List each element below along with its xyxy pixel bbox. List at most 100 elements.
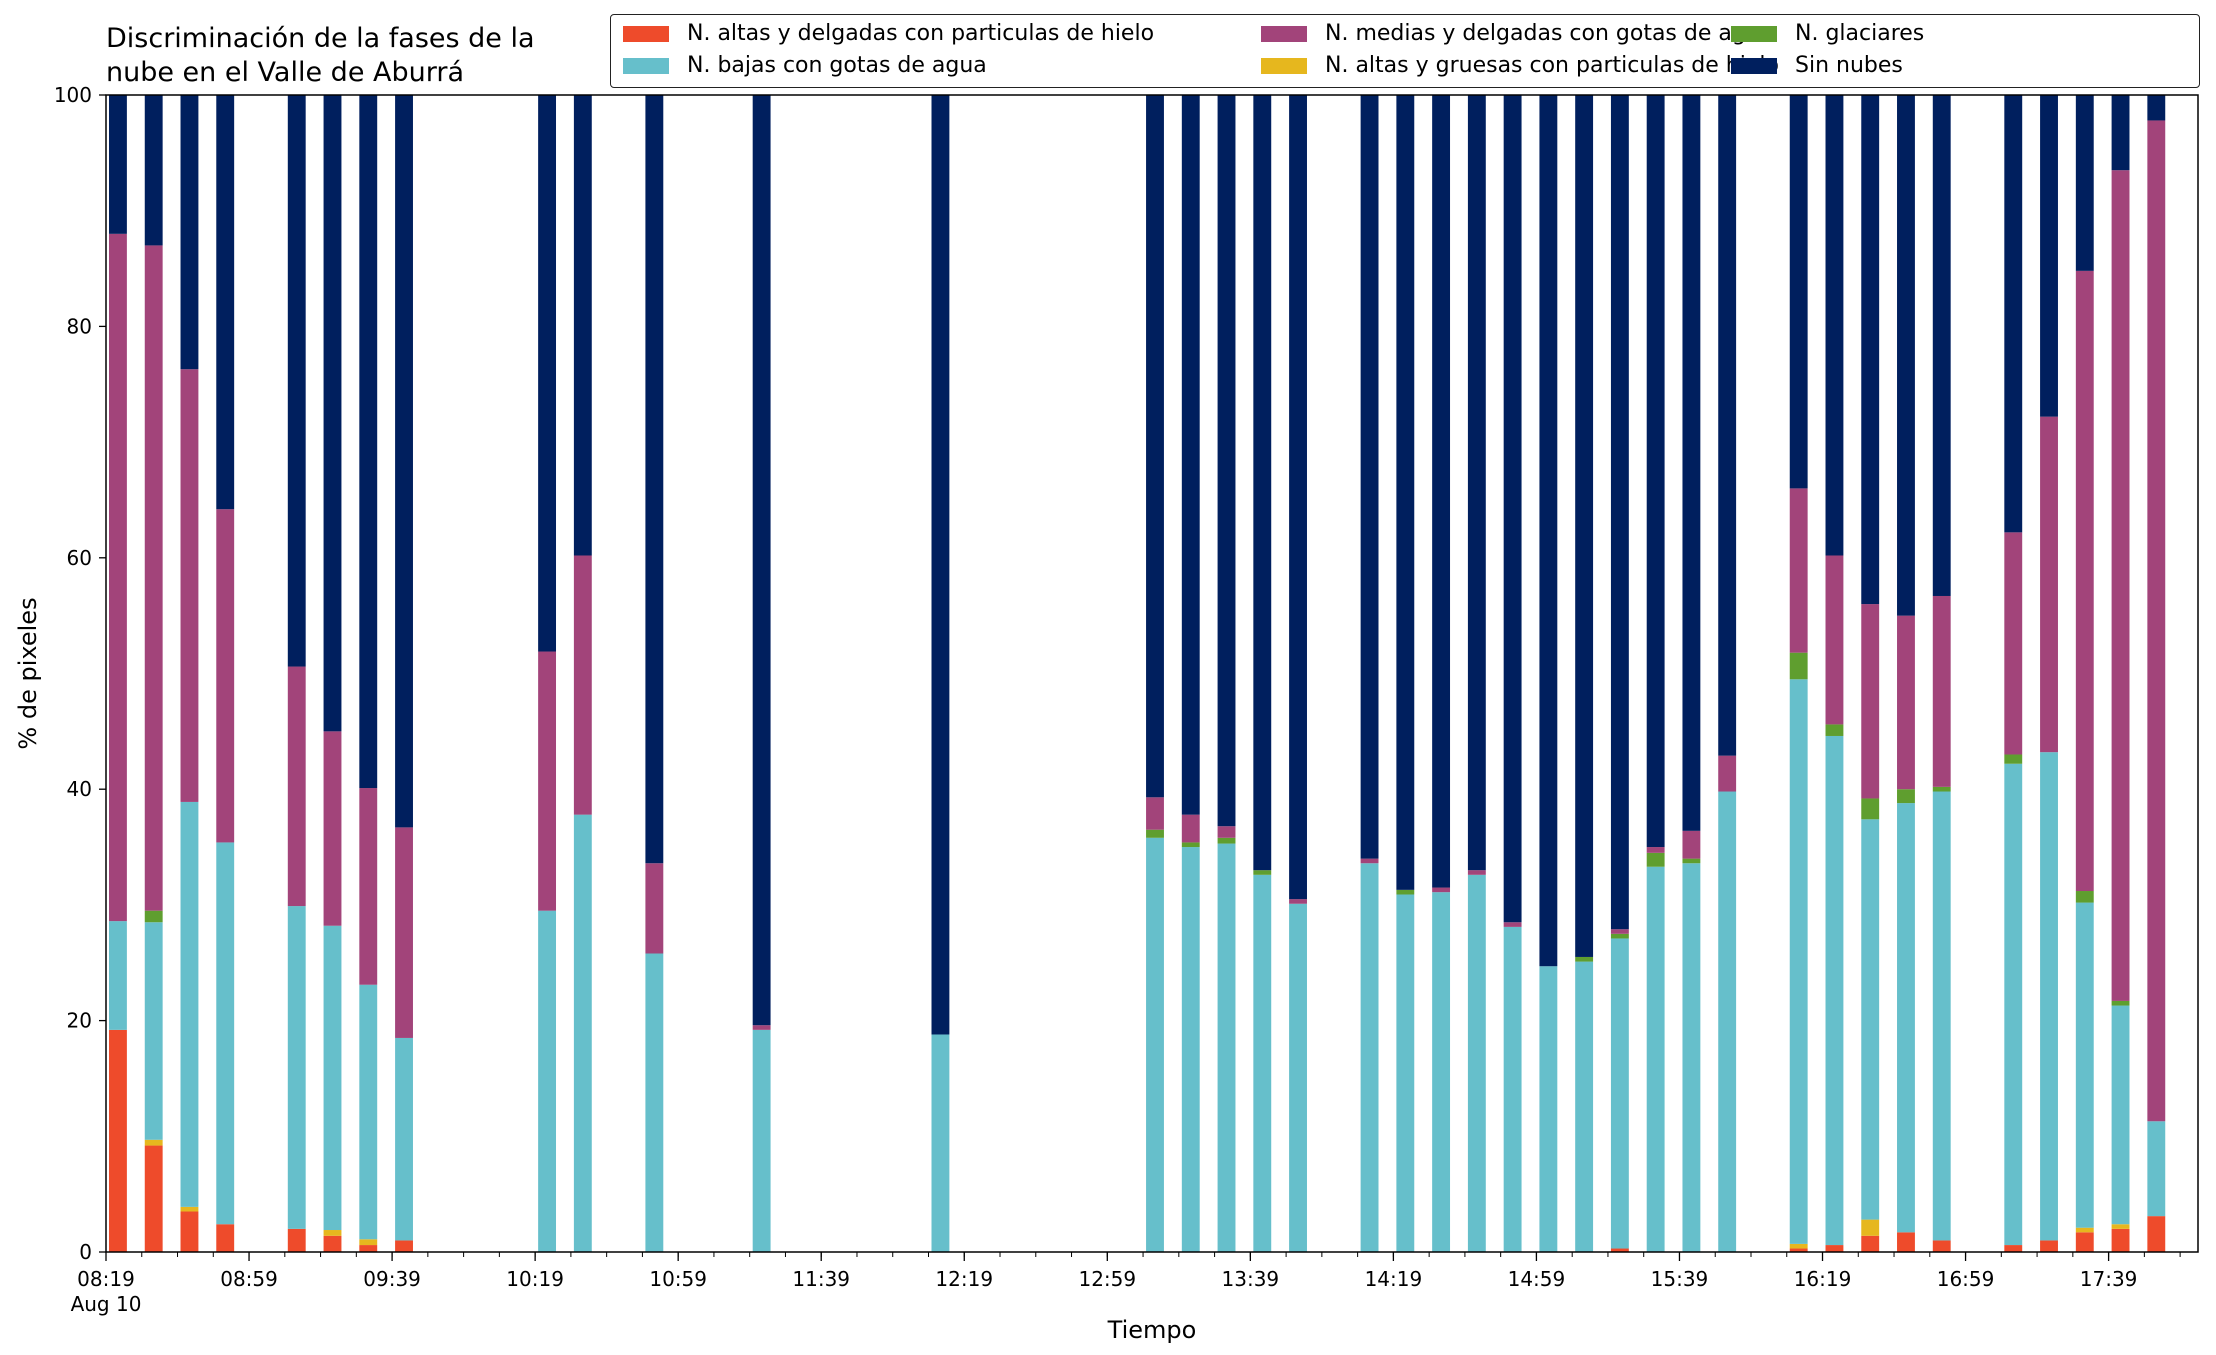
legend-label-3: N. glaciares — [1795, 21, 1925, 46]
bar-segment-26-series-2 — [1646, 866, 1665, 1252]
bar-segment-25-series-3 — [1610, 933, 1629, 939]
bar-segment-37-series-0 — [2111, 1228, 2130, 1252]
bar-segment-25-series-2 — [1610, 938, 1629, 1249]
bar-segment-6-series-1 — [359, 1239, 378, 1246]
bar-segment-29-series-5 — [1789, 95, 1808, 489]
bar-segment-13-series-4 — [1146, 797, 1164, 830]
bar-segment-6-series-0 — [359, 1245, 378, 1252]
bar-segment-36-series-2 — [2075, 902, 2094, 1228]
legend-swatch-1 — [1261, 57, 1307, 74]
bar-segment-24-series-3 — [1575, 956, 1594, 962]
bar-segment-29-series-4 — [1789, 488, 1808, 653]
plot-frame — [105, 94, 2199, 1253]
bar-segment-13-series-2 — [1146, 837, 1164, 1252]
bar-segment-1-series-0 — [144, 1145, 163, 1252]
chart-title-line-2: nube en el Valle de Aburrá — [106, 57, 465, 88]
bar-segment-30-series-3 — [1825, 724, 1844, 736]
chart-legend: N. altas y delgadas con particulas de hi… — [610, 14, 2200, 88]
bar-segment-27-series-3 — [1682, 858, 1701, 864]
bar-segment-18-series-5 — [1360, 95, 1379, 859]
bar-segment-38-series-0 — [2147, 1216, 2166, 1252]
bar-segment-31-series-3 — [1861, 798, 1880, 820]
bar-segment-13-series-3 — [1146, 829, 1164, 838]
bar-segment-22-series-5 — [1503, 95, 1522, 923]
legend-item-2: N. bajas con gotas de agua — [623, 53, 987, 78]
x-tick-label-14: 17:39 — [2080, 1267, 2138, 1291]
bar-segment-37-series-5 — [2111, 95, 2130, 171]
bar-segment-36-series-3 — [2075, 891, 2094, 903]
bar-segment-7-series-2 — [395, 1037, 413, 1241]
bar-segment-35-series-2 — [2040, 752, 2058, 1241]
bar-segment-28-series-4 — [1718, 755, 1737, 792]
bar-segment-14-series-5 — [1181, 95, 1200, 815]
y-tick-label-3: 60 — [67, 546, 92, 570]
bar-segment-2-series-0 — [180, 1211, 199, 1252]
legend-item-5: Sin nubes — [1731, 53, 1903, 78]
bar-segment-1-series-3 — [144, 910, 163, 923]
legend-swatch-4 — [1261, 25, 1307, 42]
bar-segment-34-series-5 — [2004, 95, 2023, 533]
bar-segment-21-series-2 — [1467, 874, 1486, 1252]
bar-segment-23-series-2 — [1539, 966, 1558, 1252]
bar-segment-14-series-3 — [1181, 842, 1200, 848]
bar-segment-11-series-4 — [752, 1025, 771, 1030]
x-tick-label-0: 08:19 — [77, 1267, 135, 1291]
bar-segment-15-series-2 — [1217, 843, 1236, 1252]
bar-segment-15-series-5 — [1217, 95, 1236, 827]
bar-segment-5-series-1 — [323, 1230, 342, 1236]
bar-segment-30-series-2 — [1825, 735, 1844, 1246]
bar-segment-0-series-5 — [109, 95, 127, 234]
bar-segment-3-series-0 — [216, 1224, 235, 1252]
bar-segment-15-series-4 — [1217, 826, 1236, 838]
bar-segment-2-series-2 — [180, 801, 199, 1207]
bar-segment-29-series-1 — [1789, 1243, 1808, 1249]
bar-segment-17-series-2 — [1289, 903, 1307, 1252]
x-axis-label: Tiempo — [1107, 1316, 1197, 1344]
bar-segment-16-series-3 — [1253, 870, 1272, 875]
bar-segment-27-series-5 — [1682, 95, 1701, 831]
bar-segment-9-series-2 — [573, 814, 592, 1252]
legend-label-5: Sin nubes — [1795, 53, 1903, 78]
bar-segment-36-series-4 — [2075, 270, 2094, 892]
bar-segment-6-series-5 — [359, 95, 378, 789]
bar-segment-11-series-2 — [752, 1029, 771, 1252]
bar-segment-8-series-2 — [538, 910, 557, 1252]
bar-segment-37-series-3 — [2111, 1000, 2130, 1006]
x-tick-label-10: 14:59 — [1508, 1267, 1566, 1291]
bar-segment-28-series-5 — [1718, 95, 1737, 756]
bar-segment-32-series-0 — [1897, 1232, 1915, 1252]
bar-segment-23-series-5 — [1539, 95, 1558, 967]
bar-segment-6-series-4 — [359, 788, 378, 985]
legend-label-1: N. altas y gruesas con particulas de hie… — [1325, 53, 1779, 78]
bar-segment-19-series-5 — [1396, 95, 1415, 890]
legend-swatch-2 — [623, 57, 669, 74]
bar-segment-2-series-5 — [180, 95, 199, 370]
bar-segment-34-series-4 — [2004, 532, 2023, 755]
bar-segment-10-series-4 — [645, 863, 664, 954]
bar-segment-33-series-5 — [1932, 95, 1951, 596]
bar-segment-2-series-4 — [180, 369, 199, 802]
bar-segment-19-series-2 — [1396, 894, 1415, 1252]
bar-segment-0-series-4 — [109, 233, 127, 922]
bar-segment-37-series-4 — [2111, 170, 2130, 1001]
bar-segment-5-series-2 — [323, 925, 342, 1231]
bar-segment-2-series-1 — [180, 1206, 199, 1212]
bar-segment-4-series-0 — [287, 1228, 306, 1252]
bar-segment-16-series-5 — [1253, 95, 1272, 871]
x-tick-label-3: 10:19 — [506, 1267, 564, 1291]
bar-segment-9-series-4 — [573, 555, 592, 815]
bar-segment-26-series-4 — [1646, 847, 1665, 853]
chart-title-line-1: Discriminación de la fases de la — [106, 23, 535, 54]
y-tick-label-5: 100 — [54, 83, 92, 107]
bar-segment-20-series-2 — [1432, 892, 1451, 1252]
bar-segment-32-series-4 — [1897, 615, 1915, 790]
bar-segment-31-series-4 — [1861, 604, 1880, 799]
legend-label-0: N. altas y delgadas con particulas de hi… — [687, 21, 1155, 46]
bar-segment-4-series-4 — [287, 666, 306, 907]
legend-item-4: N. medias y delgadas con gotas de agua — [1261, 21, 1773, 46]
bar-segment-36-series-1 — [2075, 1227, 2094, 1233]
bar-segment-15-series-3 — [1217, 837, 1236, 844]
bar-segment-33-series-3 — [1932, 786, 1951, 792]
legend-swatch-5 — [1731, 57, 1777, 74]
